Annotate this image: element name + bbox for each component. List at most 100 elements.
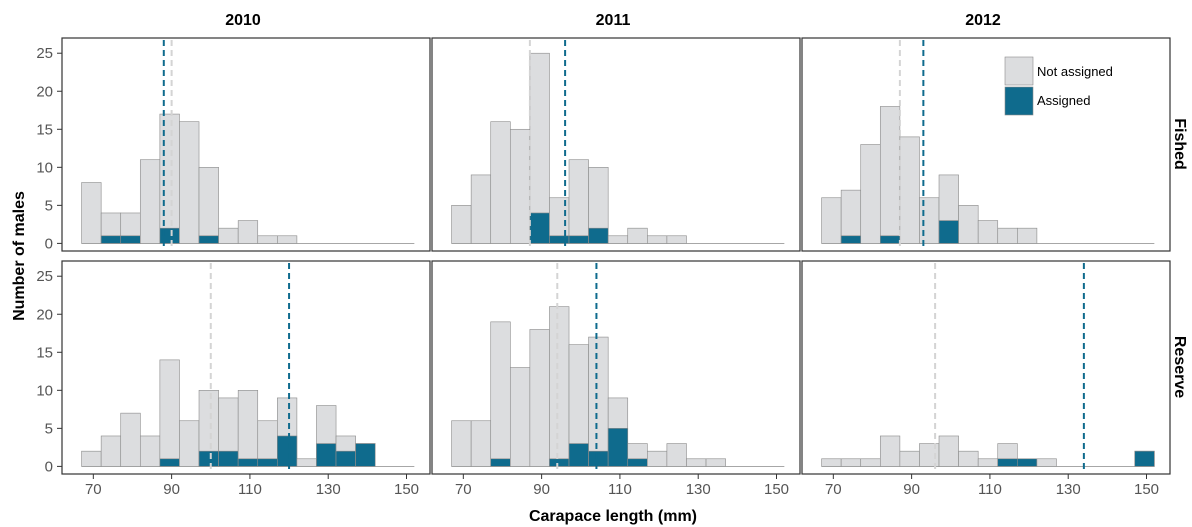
bar-not-assigned-2012-reserve-122 — [1036, 458, 1057, 467]
y-tick-label-2010-reserve-25: 25 — [36, 268, 53, 285]
bar-not-assigned-2011-reserve-87 — [529, 329, 550, 467]
row-label-fished: Fished — [1171, 118, 1188, 170]
x-tick-label-2011-reserve-90: 90 — [533, 481, 550, 498]
bar-not-assigned-2010-reserve-122 — [296, 458, 317, 467]
bar-not-assigned-2011-fished-97 — [568, 159, 589, 244]
y-tick-label-2010-fished-10: 10 — [36, 159, 53, 176]
bar-assigned-2010-reserve-112 — [257, 458, 278, 467]
x-tick-label-2012-reserve-110: 110 — [978, 481, 1002, 498]
bar-not-assigned-2012-fished-107 — [977, 220, 999, 244]
bar-not-assigned-2010-reserve-72 — [100, 435, 122, 467]
legend-swatch-not-assigned — [1004, 56, 1034, 86]
bar-not-assigned-2012-reserve-107 — [977, 458, 999, 467]
x-tick-label-2010-reserve-90: 90 — [163, 481, 180, 498]
bar-not-assigned-2010-fished-92 — [179, 121, 200, 244]
bar-not-assigned-2011-fished-72 — [470, 174, 492, 244]
bar-assigned-2010-reserve-97 — [198, 450, 219, 467]
bar-not-assigned-2011-fished-77 — [490, 121, 511, 244]
bar-not-assigned-2010-fished-112 — [257, 235, 278, 244]
bar-not-assigned-2012-fished-82 — [879, 106, 901, 244]
panel-2011-fished — [431, 37, 801, 252]
y-tick-label-2010-fished-0: 0 — [45, 235, 53, 252]
x-tick-label-2012-reserve-90: 90 — [903, 481, 920, 498]
bar-not-assigned-2012-reserve-77 — [860, 458, 881, 467]
bar-assigned-2011-reserve-112 — [627, 458, 648, 467]
bar-assigned-2010-reserve-137 — [355, 443, 376, 467]
bar-not-assigned-2012-fished-77 — [860, 144, 881, 244]
panel-border-2012-reserve — [801, 260, 1171, 475]
bar-not-assigned-2011-reserve-117 — [647, 450, 668, 467]
bar-not-assigned-2010-fished-97 — [198, 167, 219, 244]
x-tick-label-2012-reserve-130: 130 — [1056, 481, 1081, 498]
bar-not-assigned-2010-fished-82 — [139, 159, 161, 244]
panel-2012-reserve: 70 90 110 130 150 — [801, 260, 1171, 498]
x-tick-label-2010-reserve-130: 130 — [316, 481, 341, 498]
panel-2010-reserve: 0 5 10 15 20 25 70 90 110 130 150 — [36, 260, 431, 498]
y-tick-label-2010-fished-20: 20 — [36, 83, 53, 100]
bar-not-assigned-2011-reserve-72 — [470, 420, 492, 467]
bar-not-assigned-2011-reserve-67 — [451, 420, 472, 467]
bar-not-assigned-2011-reserve-122 — [666, 443, 687, 467]
x-tick-label-2012-reserve-70: 70 — [825, 481, 842, 498]
bar-not-assigned-2012-fished-117 — [1017, 227, 1038, 244]
bar-not-assigned-2012-fished-102 — [958, 205, 979, 244]
bar-assigned-2010-reserve-127 — [316, 443, 337, 467]
bar-not-assigned-2010-fished-117 — [277, 235, 298, 244]
bar-assigned-2012-fished-72 — [840, 235, 862, 244]
panel-2012-fished — [801, 37, 1171, 252]
row-label-reserve: Reserve — [1171, 336, 1188, 398]
bar-not-assigned-2012-fished-87 — [899, 136, 920, 244]
bar-not-assigned-2010-reserve-82 — [139, 435, 161, 467]
bar-assigned-2012-reserve-117 — [1017, 458, 1038, 467]
bar-assigned-2012-fished-97 — [938, 220, 959, 244]
y-tick-label-2010-fished-25: 25 — [36, 45, 53, 62]
x-tick-label-2011-reserve-110: 110 — [608, 481, 632, 498]
bar-not-assigned-2011-fished-112 — [627, 227, 648, 244]
bar-not-assigned-2012-fished-112 — [997, 227, 1018, 244]
bar-not-assigned-2010-reserve-92 — [179, 420, 200, 467]
x-tick-label-2010-reserve-110: 110 — [238, 481, 262, 498]
y-tick-label-2010-reserve-0: 0 — [45, 458, 53, 475]
panel-2010-fished: 0 5 10 15 20 25 — [36, 37, 431, 252]
column-titles: 2010 2011 2012 — [225, 12, 1001, 29]
x-tick-label-2011-reserve-130: 130 — [686, 481, 711, 498]
bar-assigned-2011-reserve-97 — [568, 443, 589, 467]
bar-assigned-2012-reserve-112 — [997, 458, 1018, 467]
col-title-2011: 2011 — [596, 12, 631, 29]
row-labels: Fished Reserve — [1171, 118, 1188, 398]
bar-not-assigned-2011-reserve-132 — [705, 458, 726, 467]
bar-not-assigned-2011-fished-67 — [451, 205, 472, 244]
legend-label-not-assigned: Not assigned — [1037, 64, 1113, 79]
bar-assigned-2010-reserve-87 — [159, 458, 180, 467]
bar-not-assigned-2011-reserve-127 — [686, 458, 707, 467]
bar-assigned-2011-reserve-107 — [607, 428, 629, 467]
bar-not-assigned-2011-reserve-102 — [588, 336, 609, 467]
col-title-2010: 2010 — [225, 12, 261, 29]
bar-not-assigned-2010-fished-107 — [237, 220, 259, 244]
bar-not-assigned-2011-fished-82 — [509, 128, 531, 244]
bar-not-assigned-2012-fished-67 — [821, 197, 842, 244]
legend-swatch-assigned — [1004, 86, 1034, 116]
bar-assigned-2012-fished-82 — [879, 235, 901, 244]
panel-border-2011-fished — [431, 37, 801, 252]
bar-not-assigned-2012-reserve-72 — [840, 458, 862, 467]
bar-assigned-2010-reserve-102 — [218, 450, 239, 467]
bar-assigned-2011-fished-97 — [568, 235, 589, 244]
bar-assigned-2011-reserve-77 — [490, 458, 511, 467]
bar-not-assigned-2010-fished-102 — [218, 227, 239, 244]
panel-2011-reserve: 70 90 110 130 150 — [431, 260, 801, 498]
bar-not-assigned-2012-reserve-97 — [938, 435, 959, 467]
x-tick-label-2010-reserve-70: 70 — [85, 481, 102, 498]
bar-assigned-2010-reserve-107 — [237, 458, 259, 467]
bar-assigned-2011-reserve-92 — [549, 458, 570, 467]
y-tick-label-2010-reserve-15: 15 — [36, 344, 53, 361]
x-tick-label-2011-reserve-150: 150 — [764, 481, 789, 498]
y-tick-label-2010-reserve-5: 5 — [45, 420, 53, 437]
bar-assigned-2011-reserve-102 — [588, 450, 609, 467]
bar-not-assigned-2010-reserve-77 — [120, 412, 141, 467]
bar-assigned-2010-fished-77 — [120, 235, 141, 244]
bar-assigned-2010-fished-97 — [198, 235, 219, 244]
panel-border-2010-fished — [61, 37, 431, 252]
bar-not-assigned-2011-reserve-77 — [490, 321, 511, 467]
